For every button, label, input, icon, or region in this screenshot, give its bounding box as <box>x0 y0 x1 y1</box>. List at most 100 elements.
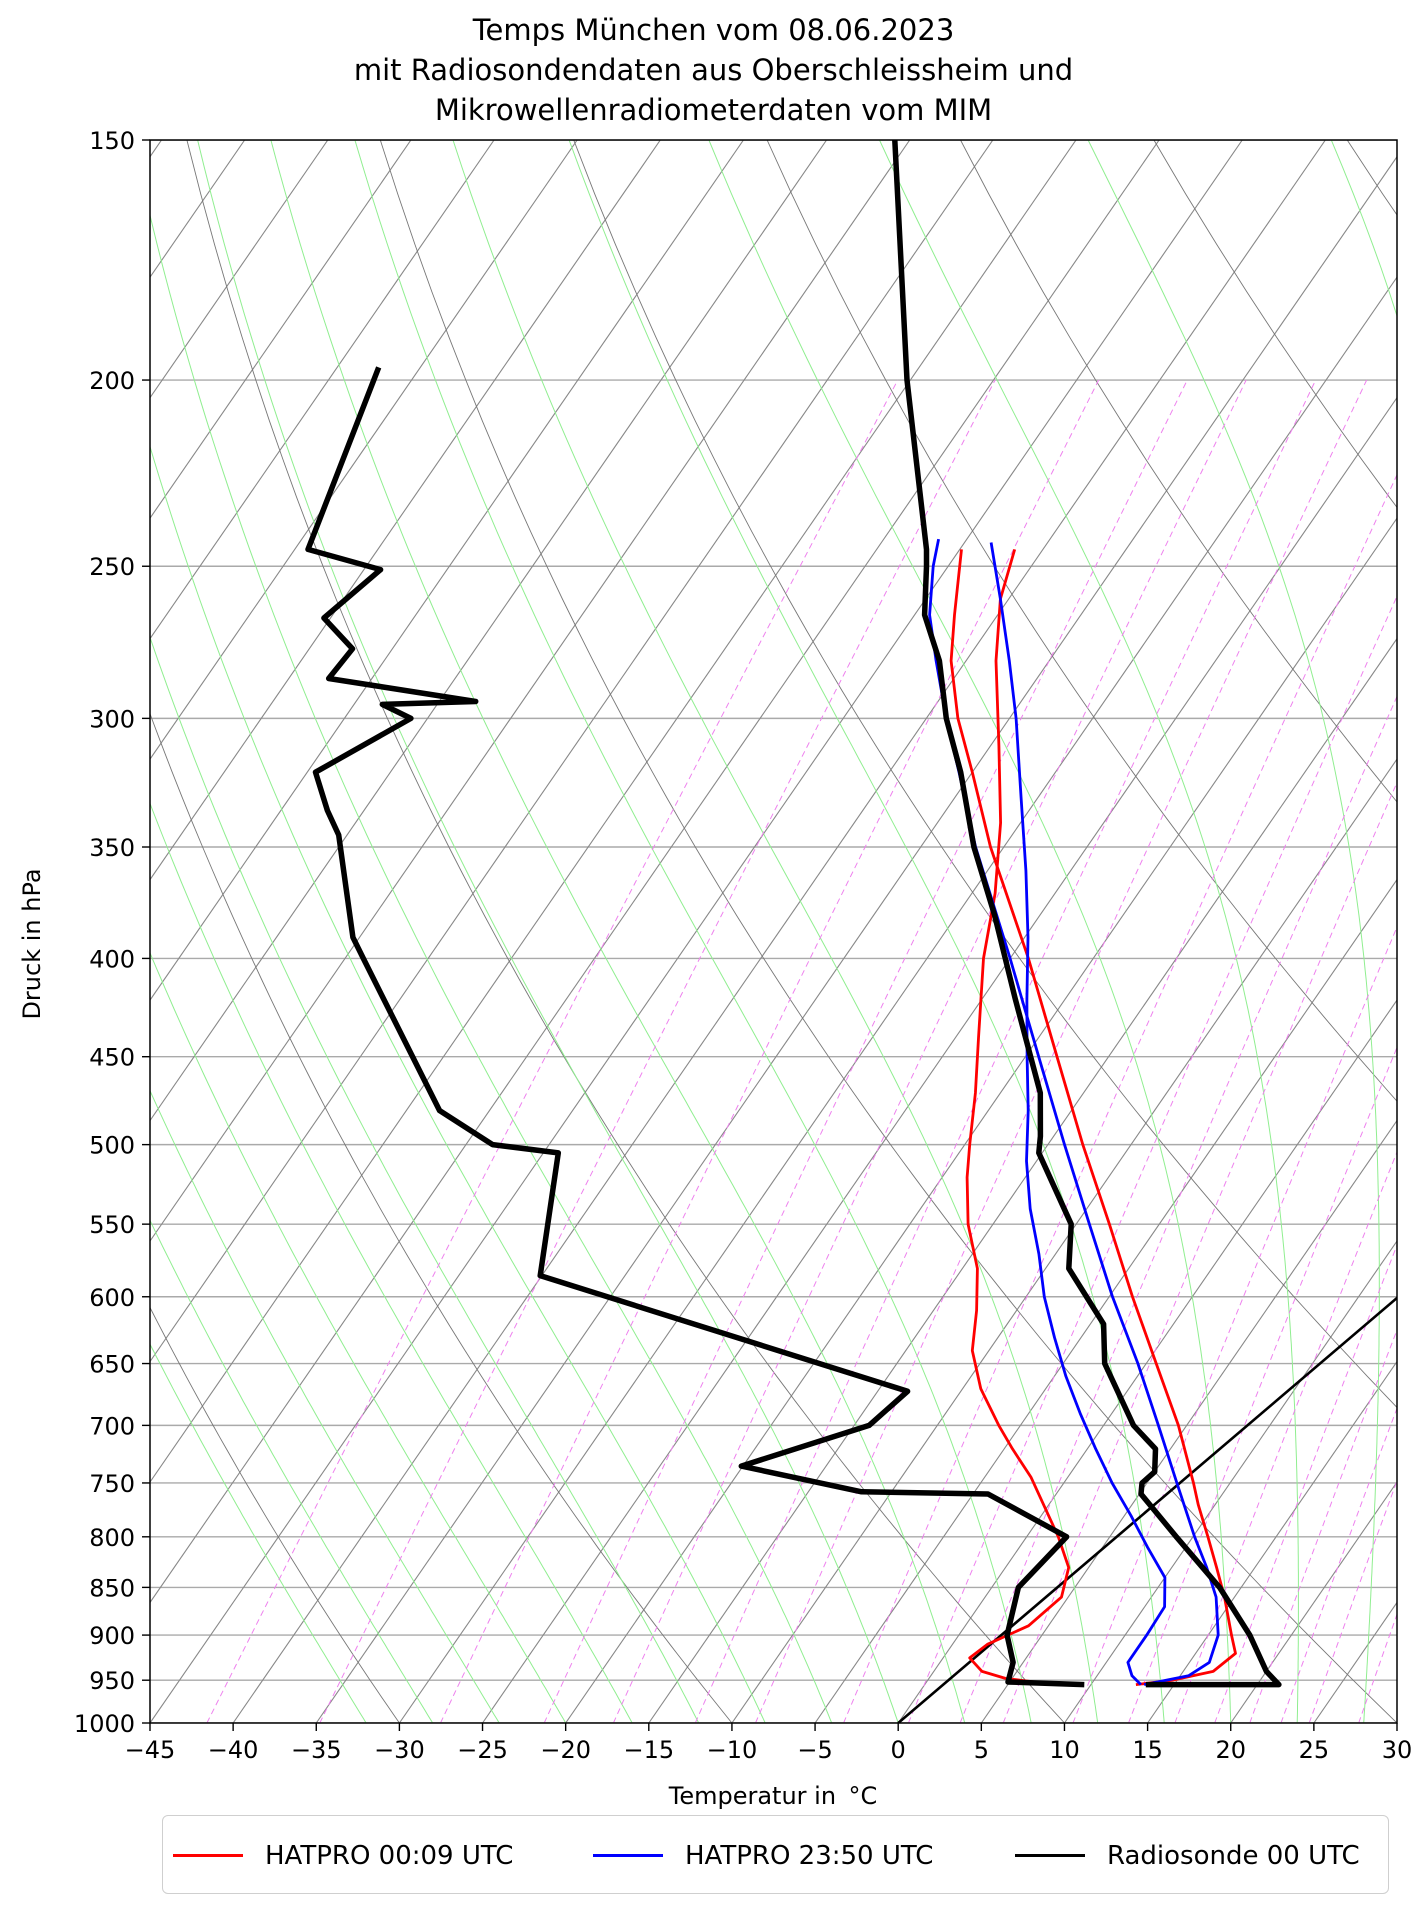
x-tick-label: 25 <box>1299 1736 1330 1764</box>
isotherm-line <box>565 517 1397 1723</box>
isotherm-line <box>482 396 1397 1723</box>
dry-adiabat-line <box>1346 140 1397 216</box>
y-tick-label: 600 <box>89 1284 135 1312</box>
moist-adiabat-line <box>150 1219 434 1723</box>
x-tick-label: −15 <box>623 1736 674 1764</box>
isotherm-line <box>150 140 994 1363</box>
x-tick-label: 5 <box>974 1736 989 1764</box>
dry-adiabat-line <box>573 140 1397 1409</box>
legend-label: Radiosonde 00 UTC <box>1107 1840 1360 1871</box>
moist-adiabat-line <box>150 802 633 1723</box>
y-tick-label: 400 <box>89 945 135 973</box>
x-tick-label: 30 <box>1382 1736 1413 1764</box>
y-tick-label: 550 <box>89 1211 135 1239</box>
legend-swatch-red <box>173 1854 243 1857</box>
chart-title-line-3: Mikrowellenradiometerdaten vom MIM <box>434 93 993 127</box>
isotherm-line <box>150 140 661 881</box>
moist-adiabat-line <box>150 1089 500 1723</box>
legend-swatch-blue <box>593 1854 663 1857</box>
y-tick-label: 200 <box>89 367 135 395</box>
dry-adiabat-line <box>959 140 1397 803</box>
legend-item-radiosonde: Radiosonde 00 UTC <box>1015 1816 1360 1895</box>
x-tick-label: −40 <box>208 1736 259 1764</box>
legend-label: HATPRO 23:50 UTC <box>685 1840 934 1871</box>
isotherm-line <box>398 276 1397 1723</box>
legend-item-hatpro-2350: HATPRO 23:50 UTC <box>593 1816 933 1895</box>
y-tick-label: 350 <box>89 834 135 862</box>
isotherm-line <box>150 140 412 520</box>
moist-adiabat-line <box>150 635 700 1723</box>
moist-adiabat-line <box>452 140 1099 1723</box>
series-line-hatpro-2350-temperature <box>989 542 1167 1686</box>
isotherm-line <box>897 999 1397 1723</box>
dry-adiabat-line <box>186 140 1065 1723</box>
y-tick-label: 950 <box>89 1667 135 1695</box>
mixing-ratio-line <box>206 379 899 1723</box>
y-tick-label: 250 <box>89 553 135 581</box>
x-tick-label: 0 <box>891 1736 906 1764</box>
isotherm-line <box>232 140 1326 1723</box>
mixing-ratio-line <box>907 595 1397 1723</box>
mixing-ratio-line <box>843 473 1397 1723</box>
isotherm-line <box>648 637 1397 1723</box>
y-tick-label: 850 <box>89 1574 135 1602</box>
x-tick-label: −20 <box>540 1736 591 1764</box>
x-tick-label: −5 <box>797 1736 832 1764</box>
moist-adiabat-line <box>270 140 966 1723</box>
x-tick-label: 20 <box>1215 1736 1246 1764</box>
y-tick-label: 150 <box>89 127 135 155</box>
reference-line <box>897 1296 1397 1723</box>
x-tick-label: 15 <box>1132 1736 1163 1764</box>
dry-adiabat-line <box>150 712 733 1723</box>
moist-adiabat-line <box>354 140 1032 1723</box>
moist-adiabat-line <box>150 444 766 1723</box>
series-line-hatpro-0009-temperature <box>965 549 1083 1686</box>
mixing-ratio-line <box>543 379 1188 1723</box>
mixing-ratio-line <box>1249 1328 1397 1723</box>
isotherm-line <box>150 140 1077 1484</box>
isotherm-line <box>150 140 578 761</box>
y-tick-label: 750 <box>89 1470 135 1498</box>
moist-adiabat-line <box>150 1343 367 1723</box>
mixing-ratio-line <box>440 379 1100 1723</box>
mixing-ratio-line <box>1358 1612 1397 1723</box>
legend: HATPRO 00:09 UTC HATPRO 23:50 UTC Radios… <box>162 1815 1389 1894</box>
y-tick-label: 1000 <box>74 1710 135 1738</box>
data-lines <box>305 140 1397 1723</box>
legend-label: HATPRO 00:09 UTC <box>265 1840 514 1871</box>
y-axis-label: Druck in hPa <box>18 868 46 1020</box>
dry-adiabat-line <box>379 140 1397 1723</box>
series-line-hatpro-0009-dewpoint <box>949 549 1237 1686</box>
mixing-ratio-line <box>959 695 1397 1723</box>
moist-adiabat-line <box>1087 140 1380 1723</box>
y-tick-label: 800 <box>89 1524 135 1552</box>
dry-adiabat-line <box>150 1306 400 1723</box>
mixing-ratio-line <box>1002 781 1397 1723</box>
isotherm-line <box>150 140 744 1002</box>
y-tick-label: 500 <box>89 1132 135 1160</box>
x-axis-label: Temperatur in °C <box>668 1782 878 1810</box>
legend-item-hatpro-0009: HATPRO 00:09 UTC <box>173 1816 513 1895</box>
axis-ticks: −45 −40 −35 −30 −25 −20 −15 −10 −5 0 5 10 15 20 25 30 15… <box>74 127 1412 1764</box>
y-tick-label: 900 <box>89 1622 135 1650</box>
y-tick-label: 450 <box>89 1044 135 1072</box>
y-tick-label: 700 <box>89 1412 135 1440</box>
isotherm-line <box>150 140 1160 1604</box>
mixing-ratio-line <box>612 379 1247 1723</box>
isotherm-line <box>150 140 911 1243</box>
x-tick-label: −45 <box>125 1736 176 1764</box>
isotherm-line <box>315 155 1397 1723</box>
moist-adiabat-line <box>879 140 1299 1723</box>
moist-adiabat-line <box>197 140 899 1723</box>
x-tick-label: −35 <box>291 1736 342 1764</box>
series-line-radiosonde-temperature <box>892 140 1282 1688</box>
moist-adiabat-line <box>1330 140 1397 318</box>
mixing-ratio-line <box>755 379 1368 1723</box>
legend-swatch-black <box>1015 1854 1085 1857</box>
background-lines <box>150 140 1397 1723</box>
isotherm-line <box>1064 1240 1397 1723</box>
mixing-ratio-line <box>694 379 1317 1723</box>
isotherm-line <box>731 758 1397 1723</box>
chart-title-line-2: mit Radiosondendaten aus Oberschleisshei… <box>353 53 1074 87</box>
